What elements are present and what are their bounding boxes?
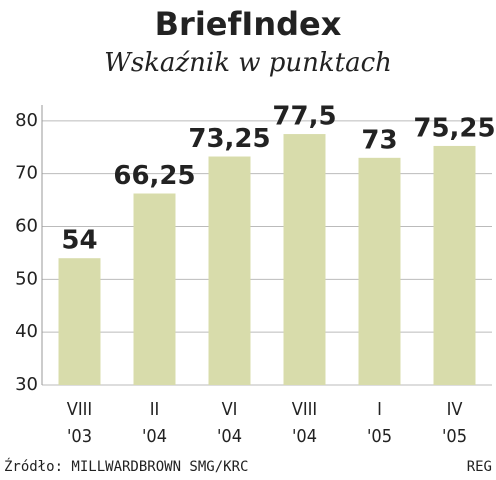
x-tick-label: VIII '04 [292, 399, 317, 447]
bar [283, 134, 326, 385]
x-tick-label: II '04 [142, 399, 167, 447]
bar [433, 145, 476, 385]
value-label: 77,5 [272, 102, 336, 132]
y-tick-label: 60 [15, 216, 38, 237]
credit: REG [467, 459, 492, 475]
value-label: 75,25 [413, 113, 495, 143]
chart-subtitle: Wskaźnik w punktach [104, 48, 392, 78]
y-tick-label: 30 [15, 374, 38, 395]
source: Źródło: MILLWARDBROWN SMG/KRC [4, 458, 248, 475]
y-tick-label: 80 [15, 110, 38, 131]
x-tick-label: VIII '03 [67, 399, 92, 447]
value-label: 54 [61, 226, 97, 256]
bar [358, 157, 401, 385]
bar [133, 193, 176, 385]
chart-title: BriefIndex [155, 5, 342, 43]
value-label: 73 [361, 125, 397, 155]
y-tick-label: 40 [15, 321, 38, 342]
x-tick-label: I '05 [367, 399, 392, 447]
value-label: 73,25 [188, 124, 270, 154]
x-tick-label: IV '05 [442, 399, 467, 447]
bar [208, 156, 251, 385]
x-tick-label: VI '04 [217, 399, 242, 447]
value-label: 66,25 [113, 161, 195, 191]
y-tick-label: 50 [15, 268, 38, 289]
bar [58, 258, 101, 385]
y-tick-label: 70 [15, 163, 38, 184]
